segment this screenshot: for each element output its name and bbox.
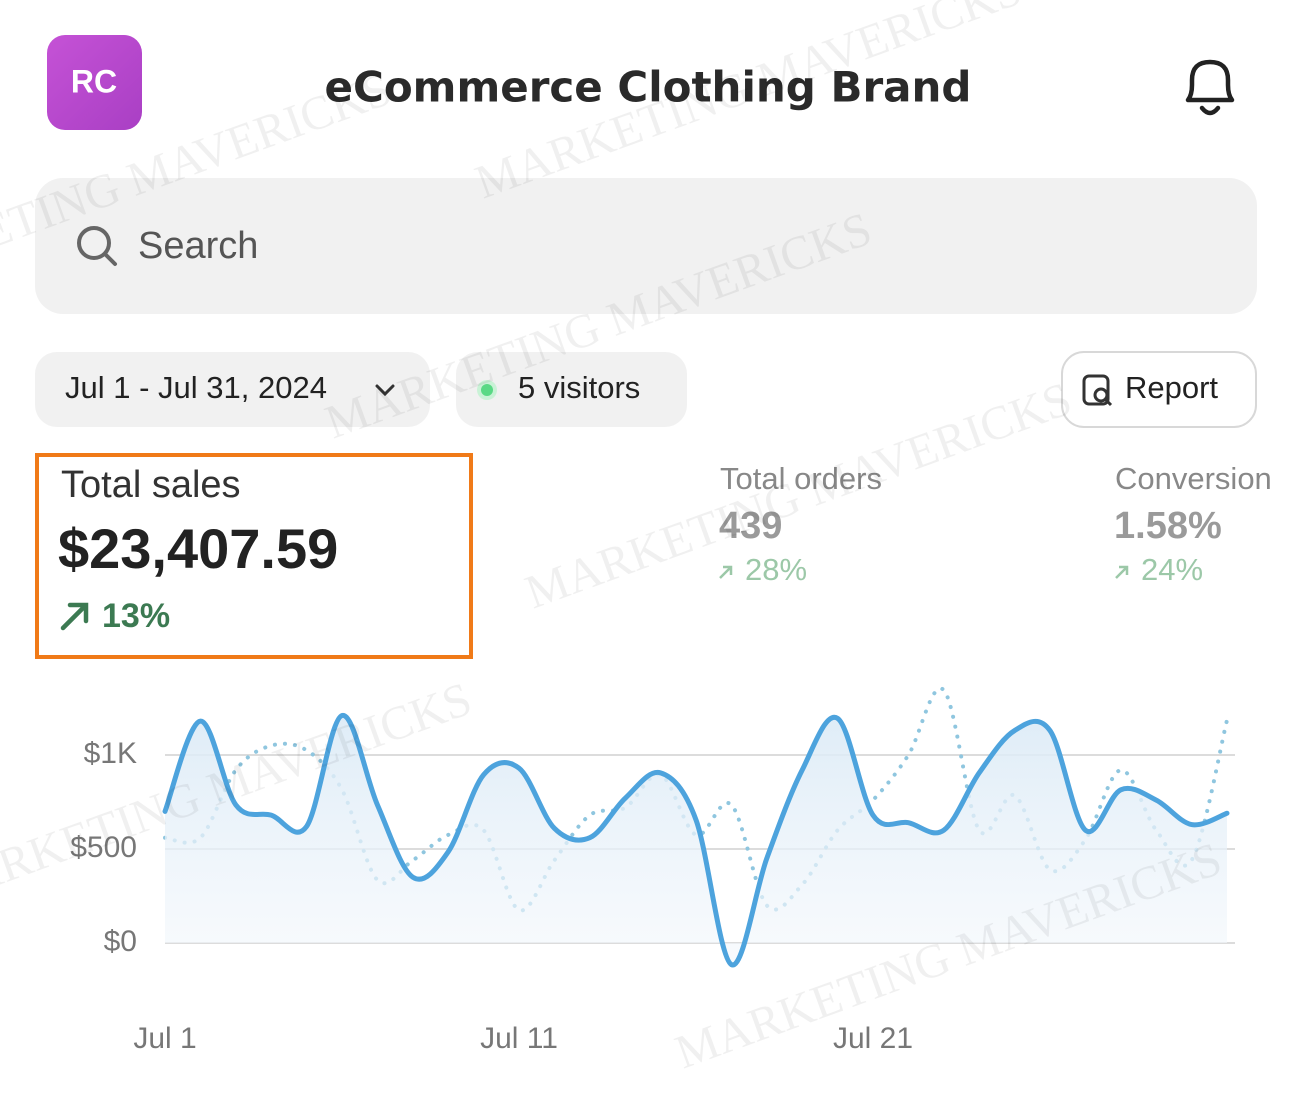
visitors: 5 visitors xyxy=(518,370,640,405)
x-tick-label: Jul 1 xyxy=(133,1022,196,1055)
live-dot xyxy=(481,384,493,396)
chevron xyxy=(375,384,395,397)
report-label: Report xyxy=(1125,370,1218,405)
date-picker[interactable] xyxy=(35,352,430,427)
y-tick-label: $500 xyxy=(70,831,137,864)
metric-value: $23,407.59 xyxy=(58,517,338,580)
up-arrow xyxy=(60,602,89,631)
search-icon xyxy=(77,226,117,266)
metric-change: 24% xyxy=(1141,552,1203,587)
area xyxy=(165,715,1227,965)
y-tick-label: $0 xyxy=(104,925,137,958)
visitors-pill[interactable] xyxy=(456,352,687,427)
search-placeholder: Search xyxy=(138,225,258,267)
metric-change: 13% xyxy=(102,597,170,635)
up-arrow xyxy=(719,565,733,579)
avatar-initials: RC xyxy=(71,63,117,99)
highlight-box xyxy=(35,453,473,659)
metric-change: 28% xyxy=(745,552,807,587)
metric-value: 1.58% xyxy=(1114,505,1222,547)
avatar[interactable] xyxy=(47,35,142,130)
up-arrow xyxy=(1115,565,1129,579)
sales-chart: $0 $500 $1K Jul 1 Jul 11 Jul 21 xyxy=(70,686,1235,1055)
report-button[interactable] xyxy=(1061,351,1257,428)
x-tick-label: Jul 21 xyxy=(833,1022,913,1055)
date-range: Jul 1 - Jul 31, 2024 xyxy=(65,370,327,405)
search-box[interactable] xyxy=(35,178,1257,314)
metric-label: Total orders xyxy=(720,461,882,496)
metric-label: Conversion xyxy=(1115,461,1272,496)
metric-value: 439 xyxy=(719,505,782,547)
x-tick-label: Jul 11 xyxy=(480,1022,558,1055)
y-tick-label: $1K xyxy=(84,737,137,770)
sales-line xyxy=(162,713,1230,968)
metric-label: Total sales xyxy=(61,464,241,506)
report-icon xyxy=(1082,374,1113,407)
bell-icon[interactable] xyxy=(1185,59,1235,116)
page-title: eCommerce Clothing Brand xyxy=(325,63,972,112)
